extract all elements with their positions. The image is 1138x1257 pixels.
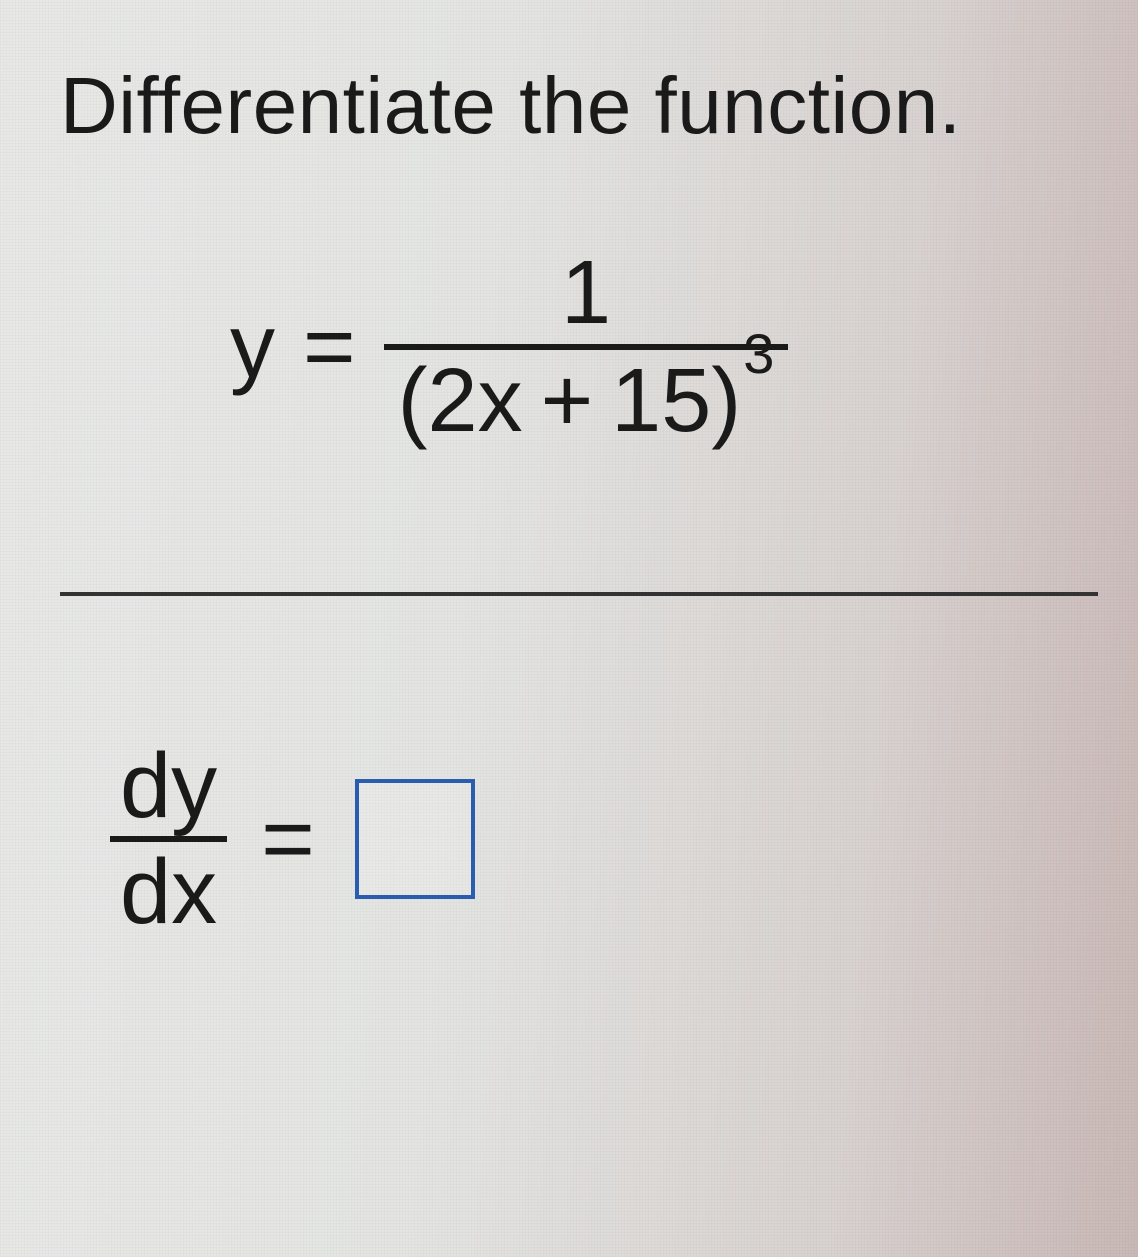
denominator-part-tail: 15)	[611, 356, 741, 446]
derivative-symbol: dy dx	[110, 736, 227, 942]
section-divider	[60, 592, 1098, 596]
lhs-variable: y	[230, 296, 275, 399]
denominator-part-open: (2x	[398, 356, 523, 446]
denominator-plus: +	[541, 356, 594, 446]
prompt-text: Differentiate the function.	[60, 60, 1098, 152]
derivative-numerator: dy	[110, 736, 227, 836]
problem-container: Differentiate the function. y = 1 (2x + …	[0, 0, 1138, 942]
answer-equals-sign: =	[261, 787, 315, 892]
denominator-exponent: 3	[743, 326, 774, 382]
rhs-fraction: 1 (2x + 15) 3	[384, 242, 789, 452]
fraction-denominator: (2x + 15) 3	[384, 350, 789, 452]
derivative-denominator: dx	[110, 842, 227, 942]
given-equation: y = 1 (2x + 15) 3	[230, 242, 1098, 452]
answer-row: dy dx =	[110, 736, 1098, 942]
answer-input[interactable]	[355, 779, 475, 899]
fraction-numerator: 1	[547, 242, 625, 344]
equals-sign: =	[303, 296, 356, 399]
